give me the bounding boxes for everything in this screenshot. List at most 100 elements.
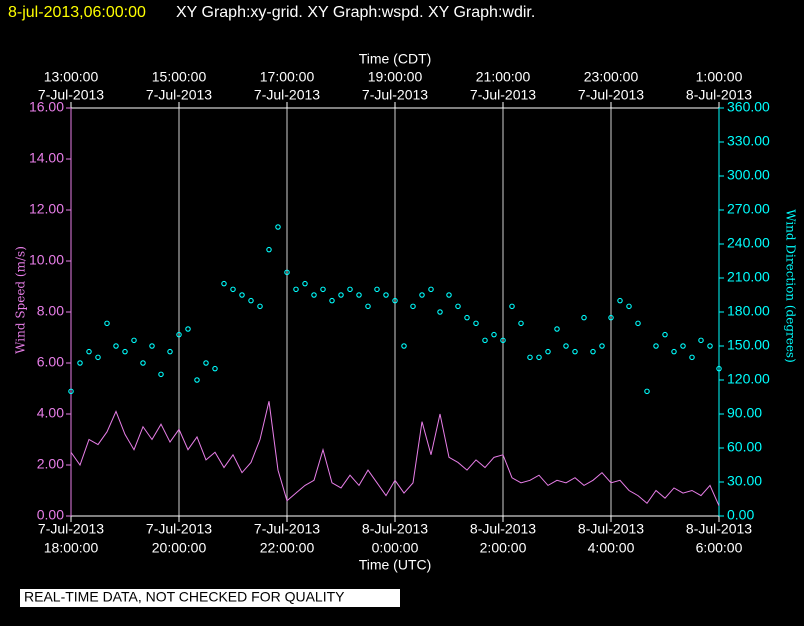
x2-tick-date: 8-Jul-2013 [686,87,752,103]
series-point [518,320,524,327]
series-point [95,354,101,361]
series-point [293,286,299,293]
series-point [104,320,110,327]
series-point [680,343,686,349]
y-tick-label: 16.00 [29,99,64,115]
x-tick-date: 7-Jul-2013 [146,521,212,537]
x-tick-date: 7-Jul-2013 [254,521,320,537]
series-point [545,348,551,355]
series-point [311,292,317,298]
x-tick-label: 6:00:00 [696,540,743,556]
series-point [716,365,722,372]
series-point [671,348,677,355]
series-point [392,297,398,304]
series-point [500,337,506,344]
y-tick-label: 12.00 [29,201,64,217]
y-tick-label: 6.00 [37,354,64,370]
series-point [113,343,119,349]
y2-tick-label: 150.00 [727,337,770,353]
series-point [563,343,569,349]
series-point [302,280,308,287]
y2-axis-label: Wind Direction (degrees) [784,209,798,363]
series-point [662,331,668,338]
series-point [374,286,380,293]
x2-tick-label: 15:00:00 [152,69,207,85]
y2-tick-label: 120.00 [727,371,770,387]
series-point [230,286,236,293]
y-axis-label: Wind Speed (m/s) [14,246,28,354]
series-point [122,348,128,355]
series-point [383,292,389,298]
series-point [347,286,353,293]
series-point [689,354,695,361]
timestamp: 8-jul-2013,06:00:00 [8,4,146,21]
series-point [239,292,245,298]
series-point [455,303,461,310]
series-point [356,292,362,298]
series-point [536,354,542,361]
series-point [158,371,164,378]
series-point [428,286,434,293]
series-point [635,320,641,327]
x-tick-date: 8-Jul-2013 [578,521,644,537]
y-tick-label: 0.00 [37,507,64,523]
x2-tick-label: 19:00:00 [368,69,423,85]
x-tick-date: 7-Jul-2013 [38,521,104,537]
series-point [185,326,191,332]
y2-tick-label: 270.00 [727,201,770,217]
series-point [446,292,452,298]
y-tick-label: 14.00 [29,150,64,166]
series-point [509,303,515,310]
series-point [338,292,344,298]
series-point [419,292,425,298]
x-tick-label: 0:00:00 [372,540,419,556]
y-tick-label: 8.00 [37,303,64,319]
series-line [70,401,720,507]
x2-tick-date: 7-Jul-2013 [362,87,428,103]
series-point [275,224,281,230]
series-point [194,377,200,383]
x2-tick-label: 13:00:00 [44,69,99,85]
series-point [203,360,209,366]
y-tick-label: 2.00 [37,456,64,472]
series-point [473,320,479,327]
x2-tick-date: 7-Jul-2013 [254,87,320,103]
x-tick-label: 2:00:00 [480,540,527,556]
y-tick-label: 4.00 [37,405,64,421]
series-point [437,309,443,315]
y2-tick-label: 210.00 [727,269,770,285]
x-tick-label: 4:00:00 [588,540,635,556]
y2-tick-label: 240.00 [727,235,770,251]
series-point [644,388,650,395]
note-box [20,589,400,607]
y2-tick-label: 300.00 [727,167,770,183]
x-tick-label: 18:00:00 [44,540,99,556]
x2-tick-date: 7-Jul-2013 [470,87,536,103]
x-tick-label: 20:00:00 [152,540,207,556]
series-point [266,246,272,253]
y2-tick-label: 360.00 [727,99,770,115]
x-tick-date: 8-Jul-2013 [470,521,536,537]
series-point [599,343,605,349]
series-point [365,303,371,310]
x2-tick-date: 7-Jul-2013 [38,87,104,103]
y2-tick-label: 60.00 [727,439,762,455]
series-point [707,343,713,349]
series-point [617,297,623,304]
x2-axis-label: Time (CDT) [359,51,432,67]
x2-tick-label: 1:00:00 [696,69,743,85]
series-point [77,360,83,366]
series-point [68,388,74,395]
x2-tick-date: 7-Jul-2013 [578,87,644,103]
y-tick-label: 10.00 [29,252,64,268]
x-axis-label: Time (UTC) [359,557,432,573]
series-point [284,269,290,276]
series-point [248,297,254,304]
series-point [482,337,488,344]
x2-tick-label: 23:00:00 [584,69,639,85]
series-point [86,348,92,355]
x-tick-date: 8-Jul-2013 [362,521,428,537]
x2-tick-label: 17:00:00 [260,69,315,85]
series-point [212,365,218,372]
